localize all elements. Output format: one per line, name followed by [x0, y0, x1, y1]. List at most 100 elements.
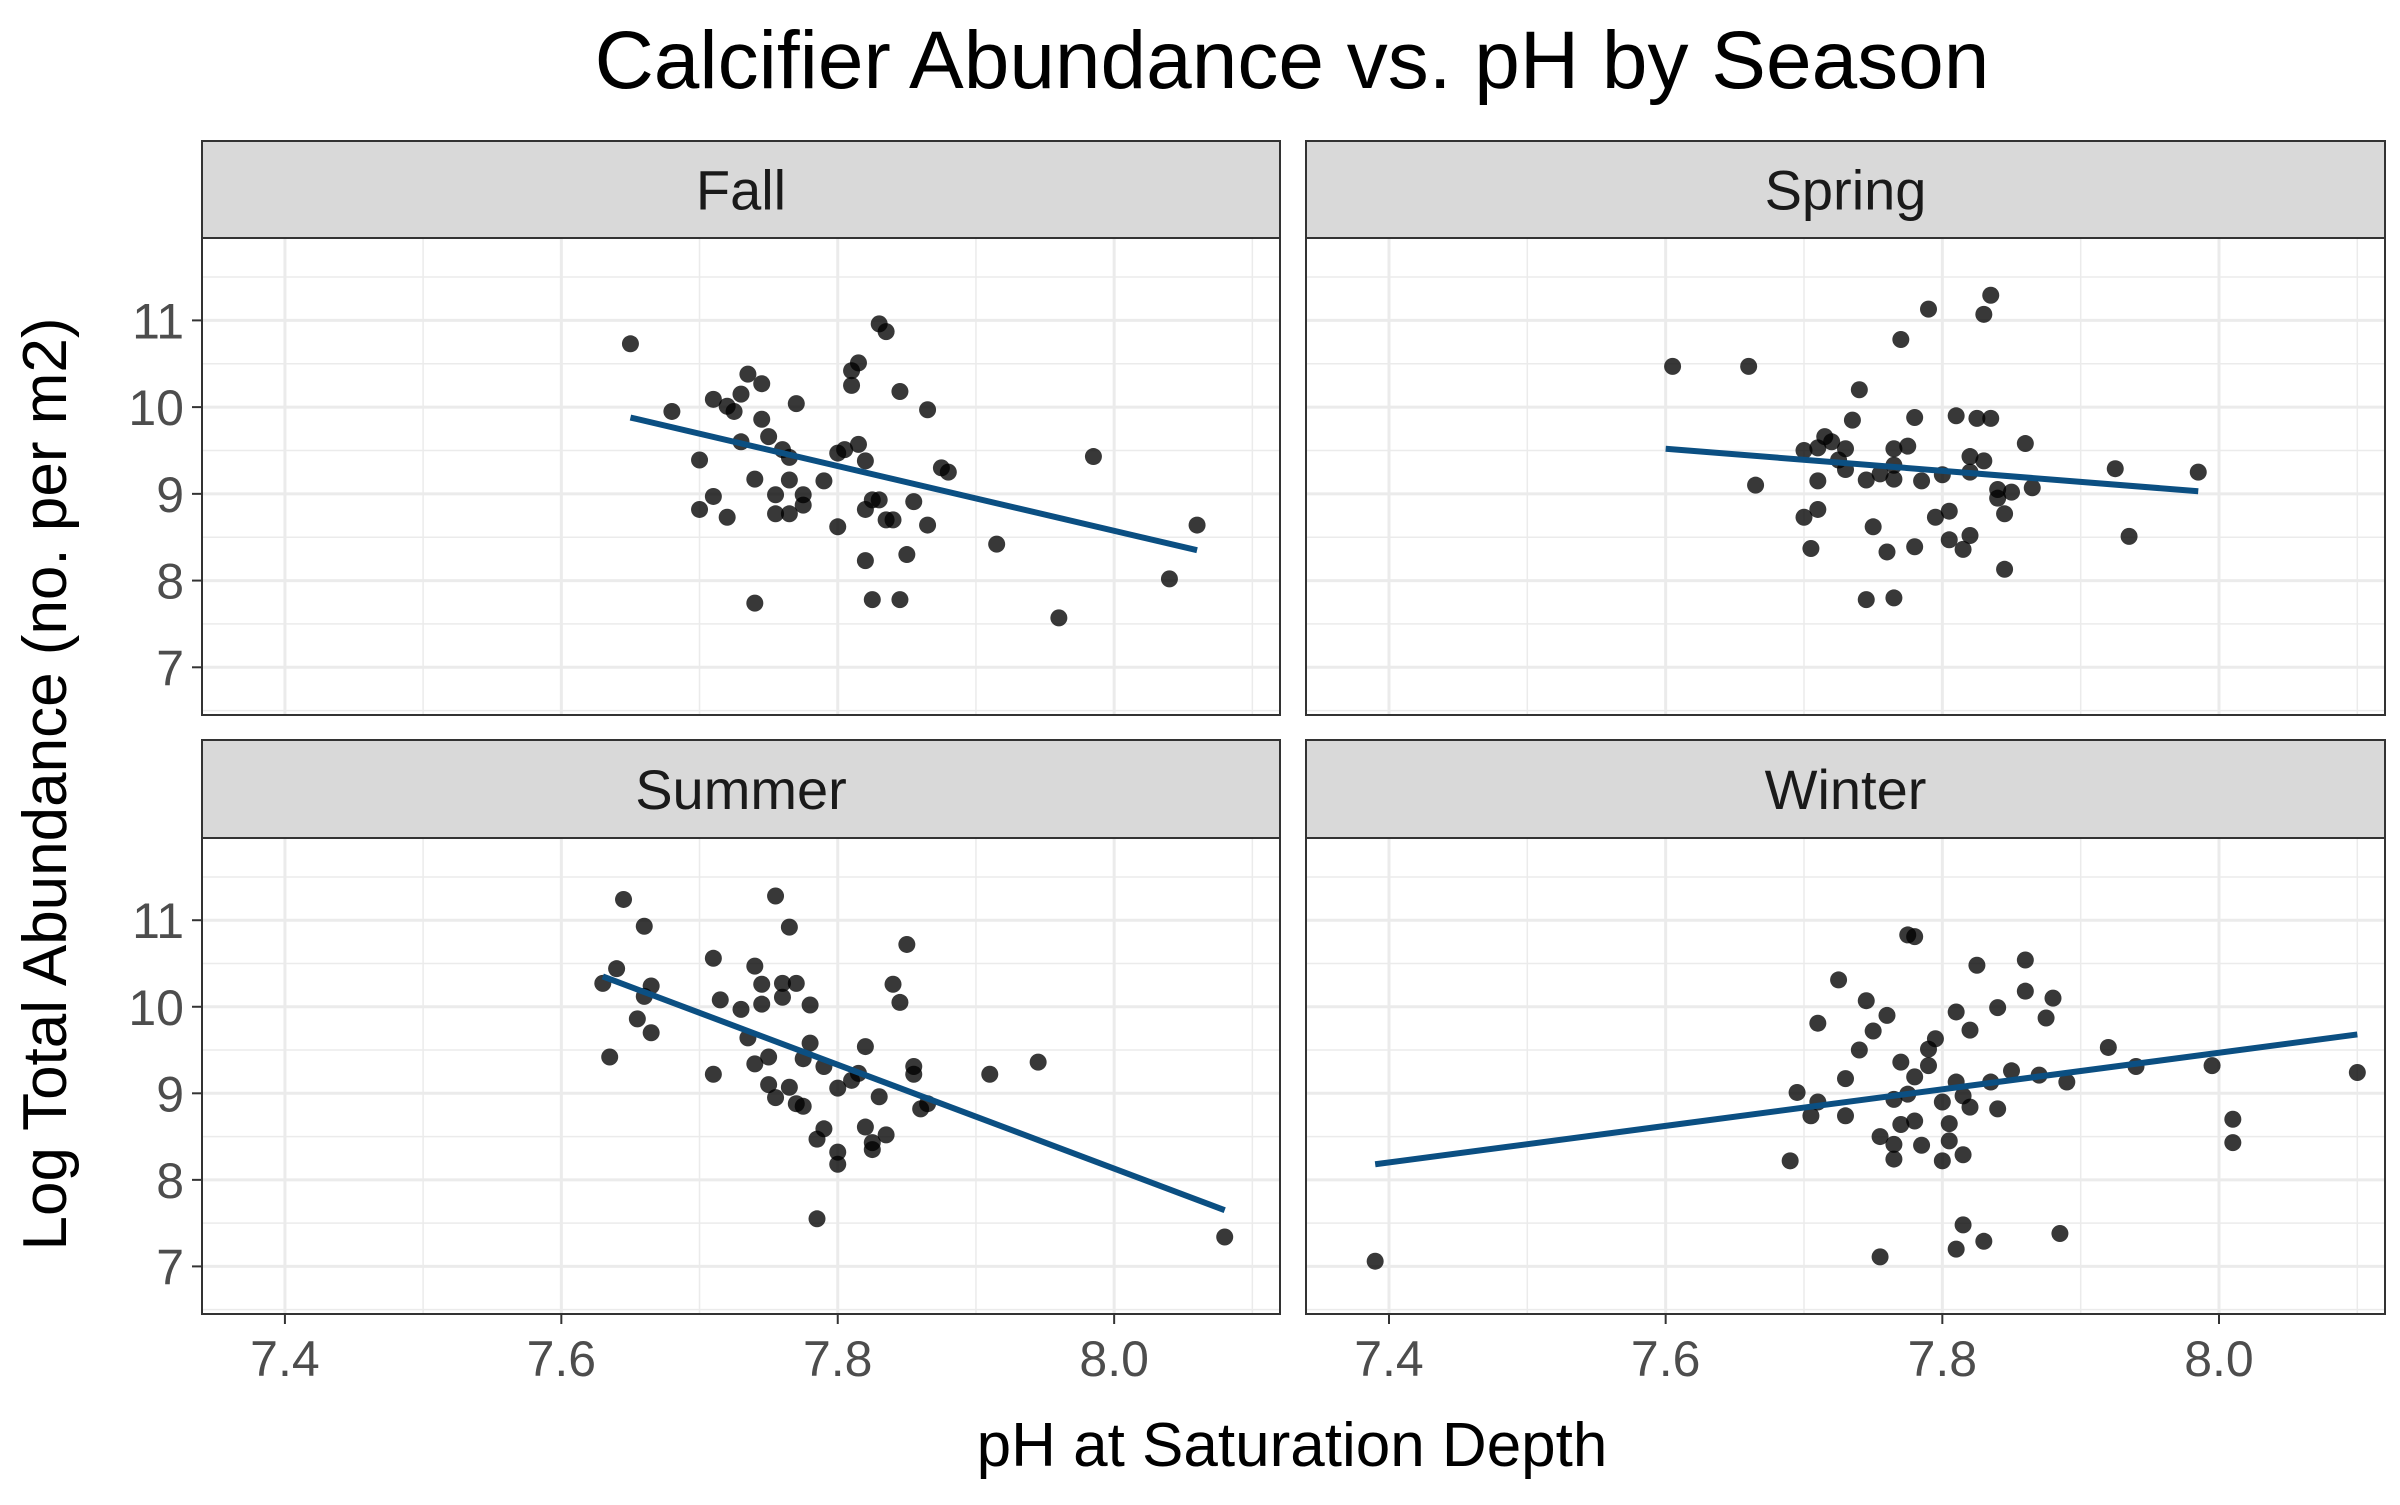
data-point: [2016, 951, 2034, 969]
data-point: [615, 890, 633, 908]
data-point: [760, 1076, 778, 1094]
data-point: [1885, 1150, 1903, 1168]
data-point: [1843, 411, 1861, 429]
data-point: [1961, 526, 1979, 544]
data-point: [1975, 305, 1993, 323]
data-point: [2023, 479, 2041, 497]
data-point: [1913, 1136, 1931, 1154]
data-point: [891, 383, 909, 401]
data-point: [1216, 1228, 1234, 1246]
data-point: [704, 390, 722, 408]
data-point: [753, 995, 771, 1013]
data-point: [1366, 1252, 1384, 1270]
trend-line: [1665, 445, 2199, 495]
data-point: [829, 1079, 847, 1097]
facet-strip: [1305, 739, 2386, 839]
data-point: [691, 451, 709, 469]
data-point: [704, 1065, 722, 1083]
data-point: [1940, 531, 1958, 549]
data-point: [1864, 518, 1882, 536]
data-point: [780, 1078, 798, 1096]
data-point: [1989, 1100, 2007, 1118]
data-point: [2051, 1225, 2069, 1243]
y-tick-label: 8: [156, 1153, 184, 1209]
data-point: [767, 887, 785, 905]
data-point: [601, 1048, 619, 1066]
data-point: [1857, 992, 1875, 1010]
data-point: [1982, 409, 2000, 427]
y-tick-label: 10: [128, 380, 184, 436]
facet-panel-winter: Winter 7.4 7.6 7.8 8.0: [1305, 739, 2386, 1387]
data-point: [856, 1038, 874, 1056]
data-point: [801, 996, 819, 1014]
data-point: [1961, 448, 1979, 466]
data-point: [760, 428, 778, 446]
data-point: [981, 1065, 999, 1083]
data-point: [746, 1055, 764, 1073]
data-point: [863, 1141, 881, 1159]
data-point: [815, 472, 833, 490]
data-point: [1933, 1093, 1951, 1111]
data-point: [1906, 1068, 1924, 1086]
data-point: [1947, 407, 1965, 425]
data-point: [760, 1048, 778, 1066]
data-point: [829, 1143, 847, 1161]
data-point: [1920, 1057, 1937, 1075]
x-tick-label: 7.6: [527, 1331, 597, 1387]
data-point: [739, 365, 757, 383]
facet-strip: [201, 739, 1281, 839]
data-point: [2003, 483, 2020, 501]
data-point: [1954, 540, 1972, 558]
x-axis-label: pH at Saturation Depth: [977, 1411, 1608, 1480]
data-point: [843, 376, 861, 394]
data-point: [891, 993, 909, 1011]
data-point: [663, 402, 681, 420]
data-point: [753, 410, 771, 428]
data-point: [939, 463, 957, 481]
data-point: [718, 508, 736, 526]
data-point: [1892, 1115, 1910, 1133]
facet-panels: Fall 7 8 9 10 11 Spring Summer 7 8 9 10 11 7.4 7.6 7.8 8…: [128, 140, 2386, 1387]
x-tick-label: 8.0: [2184, 1331, 2254, 1387]
trend-line: [1374, 1031, 2358, 1168]
data-point: [780, 918, 798, 936]
data-point: [1830, 971, 1848, 989]
data-point: [1968, 956, 1986, 974]
data-point: [767, 505, 785, 523]
data-point: [628, 1010, 646, 1028]
data-point: [1029, 1053, 1047, 1071]
data-point: [1885, 589, 1903, 607]
data-point: [732, 1000, 750, 1018]
data-point: [1837, 1107, 1854, 1125]
y-tick-label: 7: [156, 640, 184, 696]
data-point: [642, 1024, 660, 1042]
data-point: [1664, 357, 1682, 375]
data-point: [2348, 1064, 2366, 1082]
data-point: [767, 1089, 785, 1107]
data-point: [1837, 440, 1854, 458]
data-point: [746, 957, 764, 975]
data-point: [898, 546, 916, 564]
data-point: [2058, 1073, 2076, 1091]
data-point: [849, 435, 867, 453]
data-point: [2224, 1134, 2242, 1152]
data-point: [1871, 465, 1889, 483]
data-point: [691, 500, 709, 518]
data-point: [1084, 448, 1102, 466]
data-point: [2016, 982, 2034, 1000]
chart-title: Calcifier Abundance vs. pH by Season: [595, 15, 1990, 106]
data-point: [787, 395, 805, 413]
data-point: [856, 552, 874, 570]
data-point: [877, 1126, 895, 1144]
data-point: [884, 511, 902, 529]
data-point: [2003, 1062, 2020, 1080]
data-point: [1857, 471, 1875, 489]
data-point: [1892, 1053, 1910, 1071]
data-point: [1961, 1021, 1979, 1039]
data-point: [794, 1097, 812, 1115]
data-point: [836, 441, 854, 459]
data-point: [1885, 470, 1903, 488]
y-tick-label: 9: [156, 1066, 184, 1122]
facet-panel-spring: Spring: [1305, 140, 2386, 716]
